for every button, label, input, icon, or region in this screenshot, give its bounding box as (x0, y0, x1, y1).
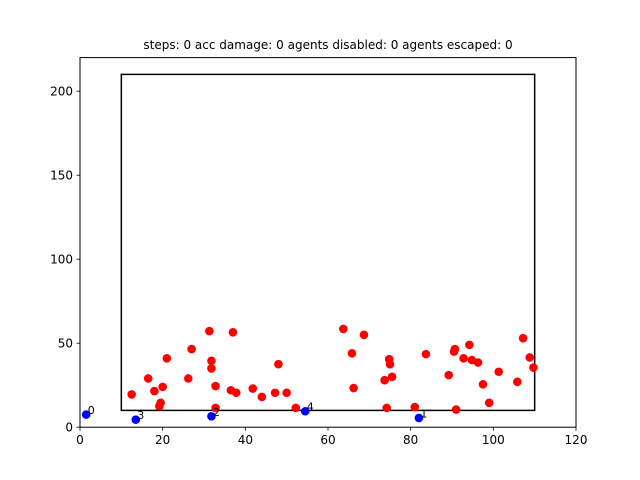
red-point (291, 403, 301, 413)
point-label: 0 (88, 404, 95, 417)
x-tick-label: 80 (403, 433, 418, 447)
red-point (282, 388, 291, 398)
red-point (410, 402, 420, 412)
x-tick-label: 40 (238, 433, 253, 447)
red-point (211, 403, 220, 413)
red-point (518, 333, 528, 343)
y-tick-label: 150 (50, 169, 73, 183)
y-tick-label: 200 (50, 85, 73, 99)
red-point (207, 356, 216, 366)
red-point (274, 359, 283, 369)
red-point (484, 398, 494, 408)
blue-point (300, 406, 310, 416)
red-point (183, 374, 193, 383)
point-label: 3 (137, 409, 144, 422)
point-label: 2 (213, 406, 220, 419)
red-point (359, 330, 369, 340)
red-point (158, 382, 167, 392)
red-point (349, 383, 358, 393)
y-tick-label: 100 (50, 253, 73, 267)
x-tick-label: 0 (76, 433, 84, 447)
red-point (187, 344, 196, 354)
red-point (529, 363, 538, 372)
blue-point (414, 413, 424, 423)
red-point (248, 384, 258, 393)
red-point (450, 344, 460, 354)
red-point (478, 380, 488, 389)
red-point (338, 324, 348, 334)
red-point (162, 354, 172, 363)
blue-point (131, 415, 141, 424)
x-tick-label: 120 (565, 433, 588, 447)
red-point (347, 348, 357, 358)
blue-point (207, 411, 216, 421)
red-point (257, 392, 267, 402)
red-point (459, 354, 468, 363)
red-point (143, 374, 153, 383)
red-point (513, 377, 522, 387)
red-point (494, 367, 504, 377)
x-tick-label: 60 (320, 433, 335, 447)
x-tick-label: 20 (155, 433, 170, 447)
red-point (473, 358, 483, 367)
red-point (228, 327, 238, 337)
red-point (380, 375, 389, 385)
chart-title: steps: 0 acc damage: 0 agents disabled: … (143, 38, 512, 52)
red-point (211, 381, 220, 391)
red-point (150, 386, 159, 396)
boundary-rect (120, 73, 536, 412)
red-point (465, 340, 474, 350)
red-point (525, 353, 535, 362)
red-point (444, 370, 453, 380)
labels-layer: 0 3 2 4 1 (88, 401, 428, 422)
red-point (387, 372, 397, 382)
x-tick-label: 100 (482, 433, 505, 447)
red-point (231, 388, 241, 398)
red-point (127, 390, 136, 399)
point-label: 1 (420, 407, 427, 420)
red-point (382, 403, 391, 413)
red-point (385, 359, 395, 369)
points-layer (81, 324, 538, 424)
boundary-layer (120, 73, 536, 412)
red-point (451, 405, 461, 414)
red-point (156, 398, 165, 408)
red-point (207, 364, 216, 373)
blue-point (81, 410, 91, 419)
red-point (421, 349, 431, 359)
red-point (270, 388, 280, 398)
y-tick-label: 0 (65, 421, 73, 435)
point-label: 4 (307, 401, 314, 414)
y-tick-label: 50 (58, 337, 73, 351)
red-point (205, 326, 214, 336)
